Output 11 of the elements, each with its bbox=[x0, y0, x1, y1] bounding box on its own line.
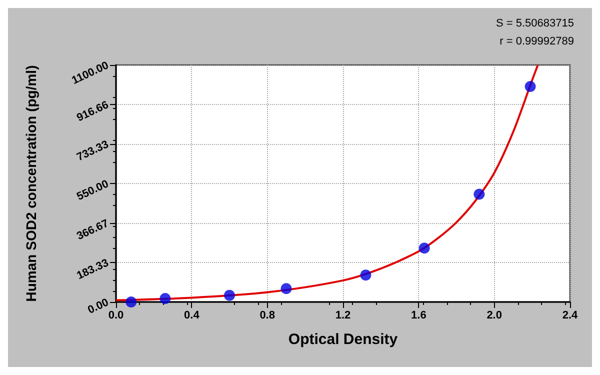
x-tick-label: 0.0 bbox=[108, 310, 124, 322]
text: r = 0.99992789 bbox=[500, 36, 574, 48]
text: S = 5.50683715 bbox=[496, 18, 574, 30]
x-tick-label: 0.8 bbox=[260, 310, 275, 322]
x-tick-label: 2.4 bbox=[562, 310, 579, 322]
y-axis-title: Human SOD2 concentration (pg/ml) bbox=[23, 65, 39, 302]
x-tick-label: 0.4 bbox=[184, 310, 200, 322]
x-axis-title: Optical Density bbox=[288, 331, 398, 348]
x-tick-label: 1.6 bbox=[411, 310, 426, 322]
x-tick-label: 2.0 bbox=[486, 310, 502, 322]
x-tick-label: 1.2 bbox=[335, 310, 351, 322]
